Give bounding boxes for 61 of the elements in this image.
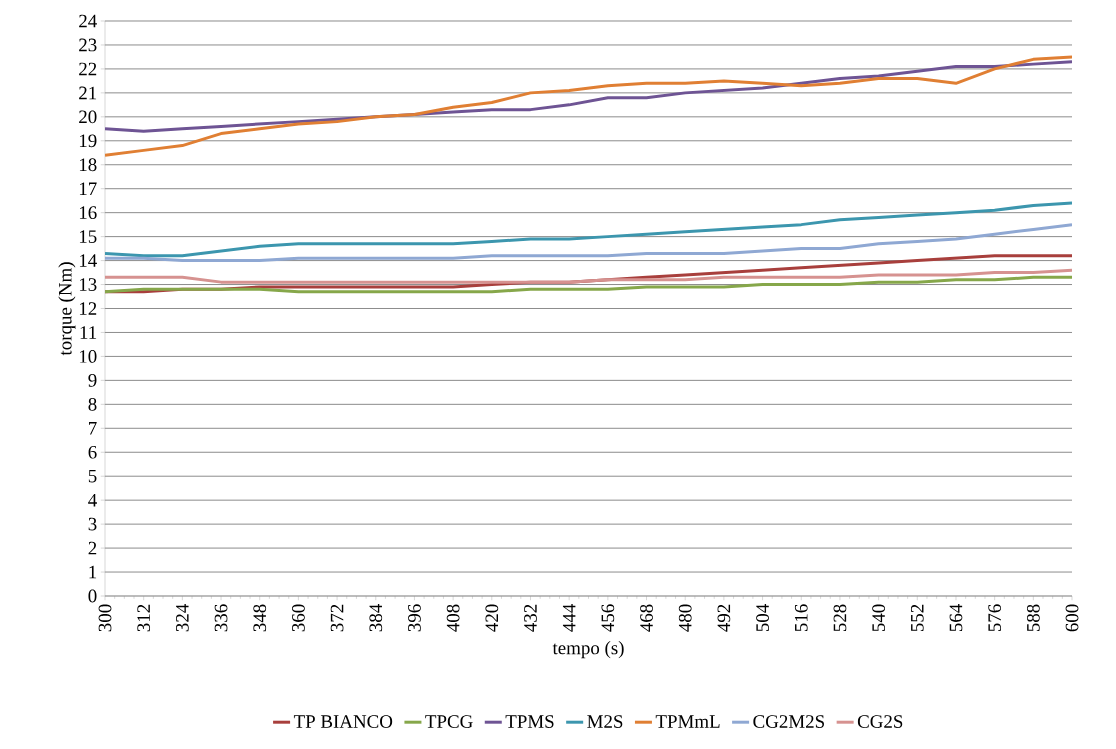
x-tick-label: 528 bbox=[833, 604, 847, 632]
y-tick-label: 17 bbox=[79, 182, 97, 195]
y-tick-label: 22 bbox=[79, 62, 97, 76]
y-tick-label: 10 bbox=[79, 350, 97, 363]
x-tick-label: 444 bbox=[562, 604, 576, 632]
legend-label: M2S bbox=[587, 715, 623, 728]
y-tick-label: 16 bbox=[79, 206, 97, 220]
y-tick-label: 2 bbox=[88, 541, 97, 555]
x-tick-label: 456 bbox=[601, 604, 615, 632]
x-tick-label: 588 bbox=[1026, 604, 1040, 632]
legend-label: TPCG bbox=[425, 715, 473, 728]
legend-label: TPMmL bbox=[655, 715, 720, 728]
x-tick-label: 492 bbox=[717, 604, 731, 632]
y-tick-label: 6 bbox=[88, 445, 97, 459]
x-tick-label: 468 bbox=[640, 604, 653, 632]
y-tick-label: 1 bbox=[89, 565, 97, 579]
x-tick-label: 564 bbox=[949, 604, 963, 632]
y-tick-label: 23 bbox=[79, 38, 97, 52]
x-tick-label: 384 bbox=[369, 604, 383, 632]
y-tick-label: 7 bbox=[89, 422, 97, 435]
y-tick-label: 24 bbox=[79, 14, 97, 28]
x-tick-label: 540 bbox=[872, 604, 885, 632]
x-tick-label: 324 bbox=[176, 604, 189, 632]
x-tick-label: 360 bbox=[292, 604, 305, 632]
y-tick-label: 4 bbox=[88, 493, 97, 507]
y-tick-label: 11 bbox=[80, 326, 97, 339]
y-tick-label: 5 bbox=[88, 469, 97, 483]
x-tick-label: 336 bbox=[214, 604, 228, 632]
y-axis-title: torque (Nm) bbox=[58, 262, 76, 356]
x-tick-label: 552 bbox=[910, 604, 924, 632]
legend-label: CG2M2S bbox=[753, 715, 824, 728]
x-tick-label: 504 bbox=[756, 604, 769, 632]
x-tick-label: 576 bbox=[988, 604, 1002, 632]
x-tick-label: 348 bbox=[253, 604, 267, 632]
x-tick-label: 396 bbox=[408, 604, 421, 632]
x-tick-label: 432 bbox=[524, 604, 537, 632]
x-tick-label: 372 bbox=[330, 604, 344, 632]
line-series bbox=[105, 55, 1073, 157]
y-tick-label: 15 bbox=[79, 230, 97, 243]
y-tick-label: 0 bbox=[88, 589, 97, 603]
legend-label: TPMS bbox=[505, 715, 554, 728]
y-tick-label: 20 bbox=[79, 110, 97, 124]
y-tick-label: 12 bbox=[79, 302, 97, 315]
x-tick-label: 300 bbox=[98, 604, 112, 632]
y-tick-label: 14 bbox=[79, 254, 97, 267]
y-tick-label: 3 bbox=[88, 517, 97, 531]
y-tick-label: 13 bbox=[79, 278, 97, 291]
y-tick-label: 21 bbox=[79, 86, 97, 100]
x-tick-label: 420 bbox=[485, 604, 499, 632]
y-tick-label: 8 bbox=[88, 397, 97, 411]
x-axis-title: tempo (s) bbox=[552, 641, 624, 659]
y-tick-label: 9 bbox=[88, 374, 97, 387]
x-tick-label: 408 bbox=[446, 604, 460, 632]
x-tick-label: 480 bbox=[678, 604, 692, 632]
y-tick-label: 19 bbox=[79, 134, 97, 148]
x-tick-label: 516 bbox=[794, 604, 808, 632]
x-tick-label: 312 bbox=[137, 604, 151, 632]
legend-label: TP BIANCO bbox=[293, 715, 393, 728]
legend-label: CG2S bbox=[857, 715, 903, 728]
x-tick-label: 600 bbox=[1065, 604, 1079, 632]
y-tick-label: 18 bbox=[79, 158, 97, 172]
